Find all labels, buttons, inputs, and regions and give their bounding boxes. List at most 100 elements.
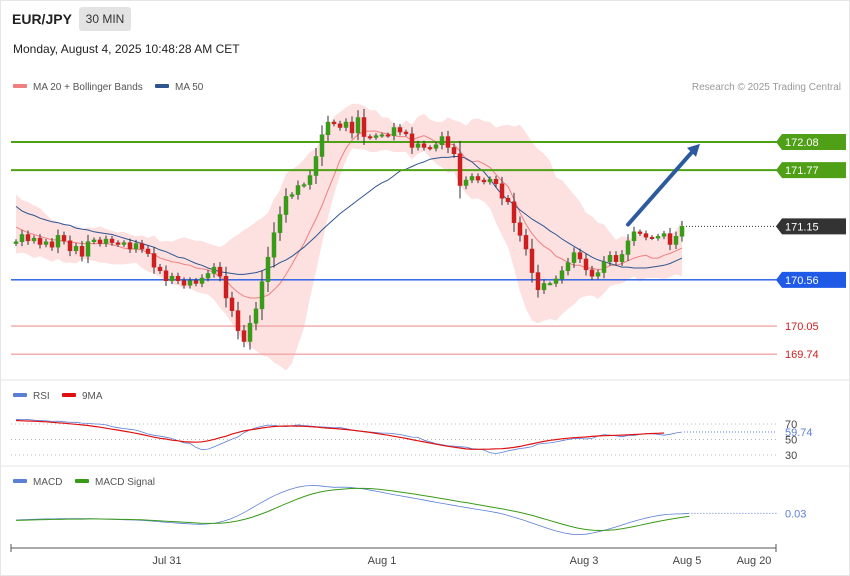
candle (193, 277, 199, 287)
candle (325, 115, 331, 142)
candle (151, 246, 157, 274)
candle (307, 170, 313, 190)
candle (367, 134, 373, 140)
candle (607, 251, 613, 266)
candle (349, 116, 355, 139)
x-tick-label: Aug 1 (368, 555, 397, 567)
legend-swatch-rsi (13, 393, 27, 397)
legend-swatch-macd-signal (75, 479, 89, 483)
candle (589, 265, 595, 281)
macd-legend: MACD MACD Signal (13, 477, 155, 488)
candle (433, 141, 439, 152)
candle (571, 247, 577, 268)
candle (229, 291, 235, 317)
candle (457, 140, 463, 199)
candle (475, 173, 481, 184)
x-tick-label: Aug 5 (673, 555, 702, 567)
candle (619, 250, 625, 267)
ma50-line (15, 156, 683, 275)
candle (631, 226, 637, 246)
candle (667, 227, 673, 251)
candle (427, 145, 433, 151)
candle (211, 263, 217, 278)
candle (49, 238, 55, 251)
level-label-170.05: 170.05 (785, 321, 819, 333)
candle (91, 237, 97, 245)
price-tag (776, 218, 846, 235)
candle (79, 240, 85, 262)
candle (313, 148, 319, 185)
candle (487, 176, 493, 185)
candle (673, 231, 679, 250)
candle (361, 109, 367, 146)
legend-swatch-rsi-ma (62, 393, 76, 397)
candle (421, 140, 427, 151)
forecast-arrowhead (687, 143, 700, 157)
legend-swatch-ma50 (155, 84, 169, 88)
candle (103, 235, 109, 247)
candle (343, 118, 349, 132)
candle (241, 324, 247, 348)
candle (223, 266, 229, 308)
candle (205, 270, 211, 282)
macd-line (15, 484, 690, 536)
candle (133, 239, 139, 253)
candle (679, 221, 685, 242)
candle (295, 180, 301, 200)
candle (661, 230, 667, 240)
candle (505, 195, 511, 205)
rsi-tick-label: 70 (785, 419, 797, 431)
candle (595, 269, 601, 280)
candle (625, 234, 631, 262)
candle (247, 315, 253, 350)
candle (463, 176, 469, 190)
candle (511, 192, 517, 232)
candle (523, 228, 529, 256)
candle (199, 274, 205, 288)
legend-label-macd: MACD (33, 477, 62, 488)
x-tick-label: Aug 20 (737, 555, 772, 567)
candle (379, 132, 385, 138)
main-legend: MA 20 + Bollinger Bands MA 50 (13, 82, 204, 93)
price-label: 171.15 (785, 221, 819, 233)
candle (403, 129, 409, 137)
candle (253, 301, 259, 331)
x-tick-label: Aug 3 (570, 555, 599, 567)
x-tick-label: Jul 31 (152, 555, 181, 567)
candle (391, 122, 397, 141)
candle (235, 301, 241, 340)
level-tag-170.56 (776, 271, 846, 288)
timeframe-button[interactable]: 30 MIN (79, 7, 131, 31)
candle (445, 130, 451, 154)
candle (481, 177, 487, 185)
candle (73, 242, 79, 255)
candle (409, 127, 415, 155)
candle (13, 239, 19, 247)
candle (55, 229, 61, 254)
candle (271, 222, 277, 268)
level-tag-172.08 (776, 134, 846, 150)
candle (373, 133, 379, 140)
candle (163, 265, 169, 287)
candle (319, 125, 325, 166)
candle (289, 192, 295, 199)
candle (547, 281, 553, 286)
candle (31, 235, 37, 244)
candle (217, 262, 223, 282)
candle (355, 110, 361, 141)
level-tag-171.77 (776, 162, 846, 179)
candle (169, 272, 175, 285)
candle (385, 132, 391, 138)
candle (25, 230, 31, 245)
macd-signal-line (15, 487, 690, 532)
candle (115, 240, 121, 247)
rsi-ma-line (15, 419, 665, 450)
legend-swatch-macd (13, 479, 27, 483)
legend-label-rsi: RSI (33, 391, 50, 402)
macd-current-label: 0.03 (785, 508, 806, 520)
candle (259, 270, 265, 321)
candle (85, 234, 91, 264)
candle (499, 176, 505, 206)
candle (415, 140, 421, 151)
